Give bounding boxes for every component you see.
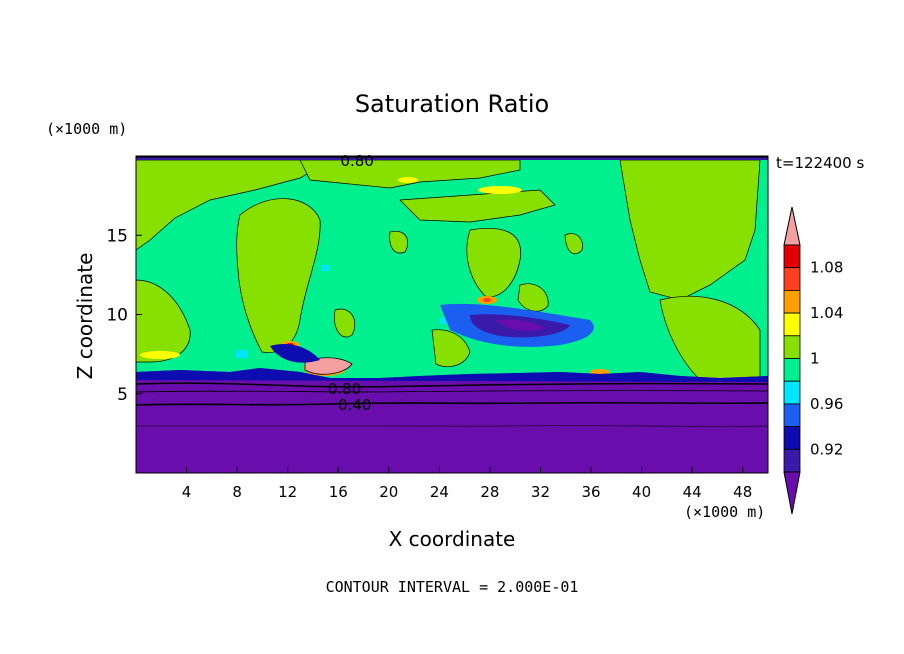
y-tick-label: 10 bbox=[106, 306, 128, 326]
x-tick-label: 4 bbox=[182, 483, 192, 501]
colorbar-bin bbox=[783, 358, 801, 382]
colorbar-bin bbox=[783, 426, 801, 450]
colorbar-tick-label: 0.92 bbox=[810, 440, 843, 458]
x-axis: 4 8 12 16 20 24 28 32 36 40 44 48 bbox=[182, 467, 752, 501]
contour-labels: 0.800.800.40 bbox=[328, 152, 374, 414]
colorbar-tick-label: 1 bbox=[810, 350, 820, 368]
contour-label: 0.40 bbox=[338, 396, 371, 414]
colorbar-over-arrow bbox=[783, 206, 801, 246]
x-tick-label: 20 bbox=[379, 483, 398, 501]
x-tick-label: 24 bbox=[430, 483, 449, 501]
colorbar-bin bbox=[783, 289, 801, 314]
x-tick-label: 8 bbox=[232, 483, 242, 501]
x-tick-label: 28 bbox=[480, 483, 499, 501]
contour-label: 0.80 bbox=[340, 152, 373, 170]
x-tick-label: 12 bbox=[278, 483, 297, 501]
colorbar-tick-label: 1.04 bbox=[810, 304, 843, 322]
dry-lower-layer bbox=[136, 368, 768, 473]
x-tick-label: 40 bbox=[632, 483, 651, 501]
colorbar-bin bbox=[783, 380, 801, 405]
subsaturated-mid-band bbox=[270, 303, 594, 363]
contour-lines bbox=[136, 156, 768, 427]
y-tick-label: 5 bbox=[117, 385, 128, 405]
colorbar-bin bbox=[783, 403, 801, 427]
y-axis-title: Z coordinate bbox=[73, 253, 97, 380]
time-label: t=122400 s bbox=[776, 154, 864, 172]
colorbar: 0.92 0.96 1 1.04 1.08 bbox=[783, 206, 843, 515]
colorbar-bin bbox=[783, 244, 801, 269]
colorbar-bin bbox=[783, 448, 801, 473]
colorbar-under-arrow bbox=[783, 471, 801, 515]
colorbar-bin bbox=[783, 312, 801, 337]
chart-title: Saturation Ratio bbox=[355, 90, 549, 118]
colorbar-tick-label: 0.96 bbox=[810, 395, 843, 413]
colorbar-bin bbox=[783, 267, 801, 291]
x-tick-label: 44 bbox=[683, 483, 702, 501]
super-saturation-patches bbox=[136, 159, 761, 381]
colorbar-bin bbox=[783, 335, 801, 359]
z-unit-label: (×1000 m) bbox=[46, 120, 127, 138]
x-tick-label: 36 bbox=[581, 483, 600, 501]
dry-layer-edge bbox=[136, 368, 768, 382]
x-tick-label: 16 bbox=[329, 483, 348, 501]
y-tick-label: 15 bbox=[106, 226, 128, 246]
x-tick-label: 48 bbox=[733, 483, 752, 501]
top-boundary-band bbox=[136, 156, 768, 160]
x-tick-label: 32 bbox=[531, 483, 550, 501]
y-axis: 5 10 15 bbox=[106, 226, 142, 405]
contour-interval-footer: CONTOUR INTERVAL = 2.000E-01 bbox=[326, 578, 579, 596]
x-axis-title: X coordinate bbox=[389, 527, 516, 551]
x-unit-label: (×1000 m) bbox=[684, 503, 765, 521]
contour-label: 0.80 bbox=[328, 380, 361, 398]
colorbar-tick-label: 1.08 bbox=[810, 259, 843, 277]
contour-field bbox=[136, 156, 768, 473]
